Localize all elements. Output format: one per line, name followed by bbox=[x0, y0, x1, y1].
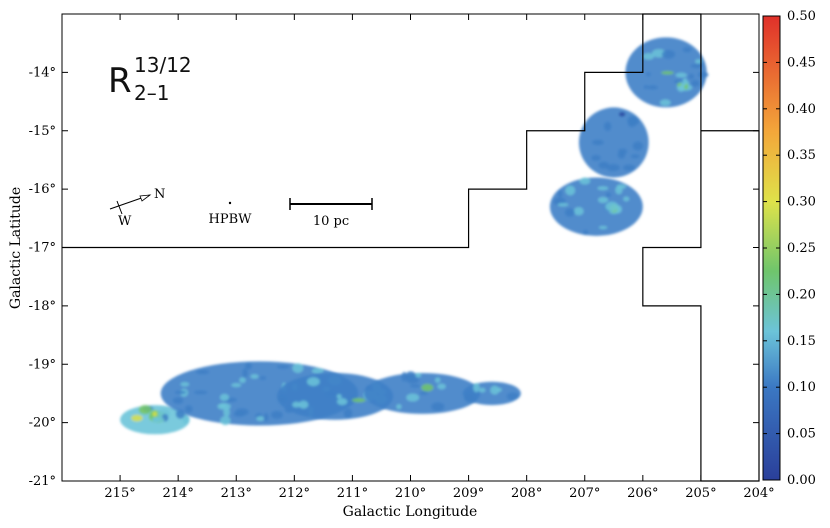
svg-text:2–1: 2–1 bbox=[134, 81, 169, 105]
y-tick-label: -21° bbox=[29, 474, 56, 489]
y-tick-label: -17° bbox=[29, 241, 56, 256]
colorbar-tick-label: 0.40 bbox=[787, 102, 816, 117]
x-tick-label: 207° bbox=[569, 486, 600, 501]
emission-region bbox=[673, 77, 693, 92]
beam-marker: HPBW bbox=[209, 201, 253, 227]
y-tick-label: -19° bbox=[29, 357, 56, 372]
y-tick-label: -16° bbox=[29, 182, 56, 197]
colorbar-tick-label: 0.35 bbox=[787, 148, 816, 163]
emission-region bbox=[364, 371, 481, 414]
x-tick-label: 215° bbox=[104, 486, 135, 501]
colorbar-tick-label: 0.25 bbox=[787, 241, 816, 256]
y-axis: -14° -15° -16° -17° -18° -19° -20° -21° bbox=[29, 65, 759, 489]
compass-icon: N W bbox=[109, 187, 165, 229]
x-tick-label: 204° bbox=[743, 486, 774, 501]
colorbar-tick-label: 0.50 bbox=[787, 9, 816, 24]
x-tick-label: 209° bbox=[453, 486, 484, 501]
colorbar-tick-label: 0.45 bbox=[787, 55, 816, 70]
x-tick-label: 208° bbox=[511, 486, 542, 501]
compass-west-label: W bbox=[118, 214, 132, 229]
svg-text:13/12: 13/12 bbox=[134, 53, 192, 77]
colorbar-tick-label: 0.05 bbox=[787, 427, 816, 442]
x-tick-label: 213° bbox=[221, 486, 252, 501]
emission-region bbox=[462, 381, 521, 406]
colorbar-tick-label: 0.10 bbox=[787, 380, 816, 395]
x-tick-label: 212° bbox=[279, 486, 310, 501]
compass-north-label: N bbox=[154, 187, 165, 202]
colorbar-tick-label: 0.20 bbox=[787, 287, 816, 302]
x-axis: 215° 214° 213° 212° 211° 210° 209° 208° 207° 206°… bbox=[104, 14, 775, 501]
y-tick-label: -20° bbox=[29, 416, 56, 431]
x-tick-label: 205° bbox=[685, 486, 716, 501]
colorbar-tick-label: 0.00 bbox=[787, 473, 816, 488]
svg-text:R: R bbox=[108, 61, 132, 101]
x-tick-label: 210° bbox=[395, 486, 426, 501]
emission-region bbox=[578, 107, 649, 178]
emission-region bbox=[604, 201, 623, 215]
y-tick-label: -15° bbox=[29, 124, 56, 139]
colorbar-tick-label: 0.30 bbox=[787, 195, 816, 210]
x-tick-label: 206° bbox=[627, 486, 658, 501]
emission-region bbox=[149, 408, 171, 423]
x-tick-label: 214° bbox=[163, 486, 194, 501]
scale-bar: 10 pc bbox=[289, 198, 373, 229]
beam-label: HPBW bbox=[209, 212, 253, 227]
x-tick-label: 211° bbox=[337, 486, 368, 501]
ratio-label: R 13/12 2–1 bbox=[108, 53, 192, 105]
colorbar-tick-label: 0.15 bbox=[787, 334, 816, 349]
emission-map bbox=[120, 37, 709, 435]
y-axis-label: Galactic Latitude bbox=[8, 187, 24, 309]
colorbar: 0.00 0.05 0.10 0.15 0.20 0.25 0.30 0.35 0.40 0.45… bbox=[762, 9, 816, 488]
y-tick-label: -14° bbox=[29, 65, 56, 80]
emission-region bbox=[549, 177, 643, 236]
y-tick-label: -18° bbox=[29, 299, 56, 314]
x-axis-label: Galactic Longitude bbox=[343, 504, 478, 520]
scale-bar-label: 10 pc bbox=[313, 214, 349, 229]
